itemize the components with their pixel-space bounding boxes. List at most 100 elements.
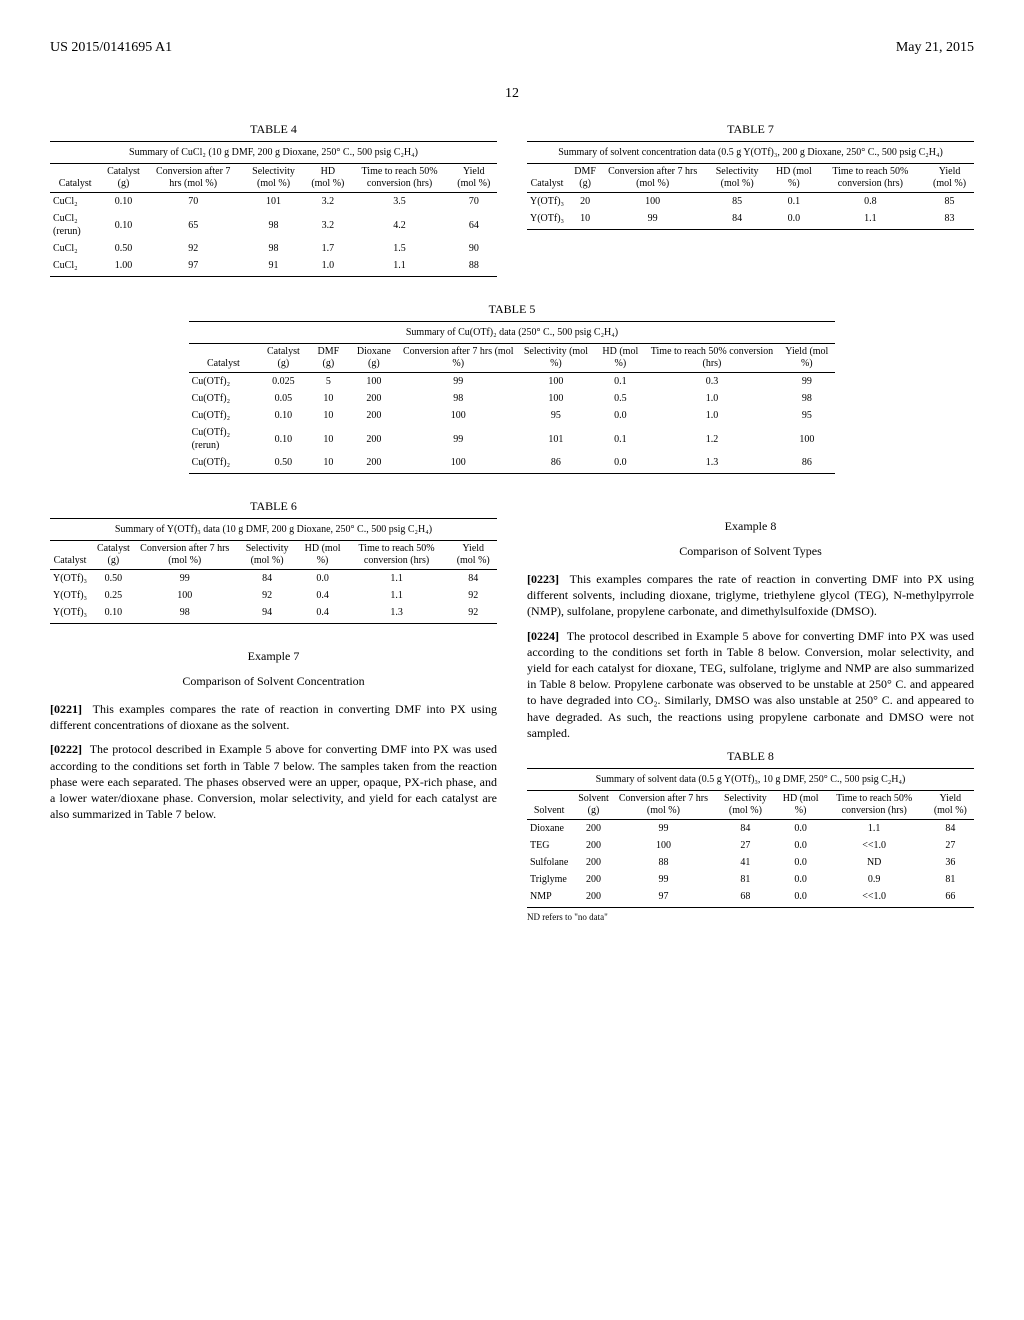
col-header: Selectivity (mol %) [233,541,302,570]
paragraph-0224: [0224] The protocol described in Example… [527,628,974,741]
table-cell: CuCl₂ [50,257,100,277]
col-header: Conversion after 7 hrs (mol %) [137,541,233,570]
table-cell: 0.0 [780,837,822,854]
table-cell: 0.0 [595,454,646,474]
table-8: TABLE 8 Summary of solvent data (0.5 g Y… [527,749,974,922]
table-cell: 0.25 [90,587,137,604]
table-cell: 0.50 [90,570,137,588]
col-header: Catalyst [50,164,100,193]
table-cell: 98 [240,240,307,257]
para-text: This examples compares the rate of react… [527,572,974,618]
table-cell: 68 [711,888,779,908]
table-cell: 3.2 [307,193,348,211]
table-cell: 0.025 [258,373,309,391]
paragraph-0222: [0222] The protocol described in Example… [50,741,497,822]
table-cell: 99 [137,570,233,588]
table-cell: 100 [400,407,517,424]
table-cell: Triglyme [527,871,571,888]
table-cell: 100 [137,587,233,604]
right-column: TABLE 7 Summary of solvent concentration… [527,122,974,302]
table-cell: 64 [451,210,497,240]
table-cell: 200 [571,837,615,854]
col-header: Conversion after 7 hrs (mol %) [603,164,702,193]
paragraph-0221: [0221] This examples compares the rate o… [50,701,497,733]
table-cell: Y(OTf)₃ [50,604,90,624]
table-cell: 0.5 [595,390,646,407]
table-cell: 1.00 [100,257,146,277]
table-5: TABLE 5 Summary of Cu(OTf)₂ data (250° C… [189,302,836,474]
table-cell: 1.7 [307,240,348,257]
table-label: TABLE 5 [189,302,836,317]
table-cell: 0.50 [258,454,309,474]
table-cell: 92 [233,587,302,604]
table-label: TABLE 4 [50,122,497,137]
table-cell: 0.4 [301,587,343,604]
table-caption: Summary of solvent concentration data (0… [527,141,974,164]
table-cell: 83 [925,210,974,230]
table-cell: 97 [616,888,712,908]
table-cell: 200 [348,390,400,407]
table-cell: 0.0 [780,871,822,888]
page-header: US 2015/0141695 A1 May 21, 2015 [50,40,974,56]
table-cell: 1.5 [348,240,450,257]
table-cell: Y(OTf)₃ [50,570,90,588]
table-cell: 27 [711,837,779,854]
col-header: HD (mol %) [301,541,343,570]
right-column-lower: Example 8 Comparison of Solvent Types [0… [527,499,974,947]
table-cell: 84 [449,570,497,588]
table-cell: 3.5 [348,193,450,211]
table-cell: 0.10 [90,604,137,624]
col-header: Yield (mol %) [927,791,974,820]
table-cell: 99 [778,373,835,391]
table-cell: 0.10 [258,407,309,424]
example-7-subtitle: Comparison of Solvent Concentration [50,674,497,689]
table-cell: 94 [233,604,302,624]
table-cell: 65 [147,210,240,240]
table-cell: 0.05 [258,390,309,407]
table-cell: 92 [147,240,240,257]
col-header: Catalyst (g) [100,164,146,193]
table-cell: 200 [348,407,400,424]
table-cell: 1.1 [816,210,925,230]
table-cell: 1.3 [646,454,779,474]
table-cell: <<1.0 [822,837,927,854]
table-cell: CuCl₂ [50,193,100,211]
table-cell: 98 [137,604,233,624]
table-caption: Summary of solvent data (0.5 g Y(OTf)₃, … [527,768,974,791]
table-cell: 86 [778,454,835,474]
table-label: TABLE 7 [527,122,974,137]
table-7: TABLE 7 Summary of solvent concentration… [527,122,974,230]
table-cell: 0.0 [780,854,822,871]
para-num: [0221] [50,702,82,716]
left-column-lower: TABLE 6 Summary of Y(OTf)₃ data (10 g DM… [50,499,497,947]
table-cell: 88 [616,854,712,871]
table-cell: 84 [927,819,974,837]
table-cell: 1.1 [348,257,450,277]
table-8-data: Solvent Solvent (g) Conversion after 7 h… [527,791,974,908]
table-cell: 36 [927,854,974,871]
table-cell: 0.0 [595,407,646,424]
col-header: HD (mol %) [307,164,348,193]
table-label: TABLE 6 [50,499,497,514]
table-cell: 1.0 [646,390,779,407]
table-cell: 95 [778,407,835,424]
patent-number: US 2015/0141695 A1 [50,40,172,56]
col-header: Solvent [527,791,571,820]
table-cell: 0.8 [816,193,925,211]
col-header: Yield (mol %) [449,541,497,570]
table-cell: 84 [702,210,772,230]
table-cell: 200 [571,819,615,837]
page-number: 12 [50,86,974,102]
table-cell: Cu(OTf)₂ [189,454,259,474]
col-header: Catalyst [527,164,567,193]
col-header: Catalyst (g) [258,344,309,373]
table-cell: 95 [517,407,595,424]
table-cell: 101 [517,424,595,454]
table-cell: 85 [925,193,974,211]
col-header: Time to reach 50% conversion (hrs) [344,541,450,570]
table-cell: 200 [571,854,615,871]
table-cell: Y(OTf)₃ [50,587,90,604]
table-cell: 200 [571,888,615,908]
table-caption: Summary of CuCl₂ (10 g DMF, 200 g Dioxan… [50,141,497,164]
table-body: Y(OTf)₃0.5099840.01.184Y(OTf)₃0.25100920… [50,570,497,624]
